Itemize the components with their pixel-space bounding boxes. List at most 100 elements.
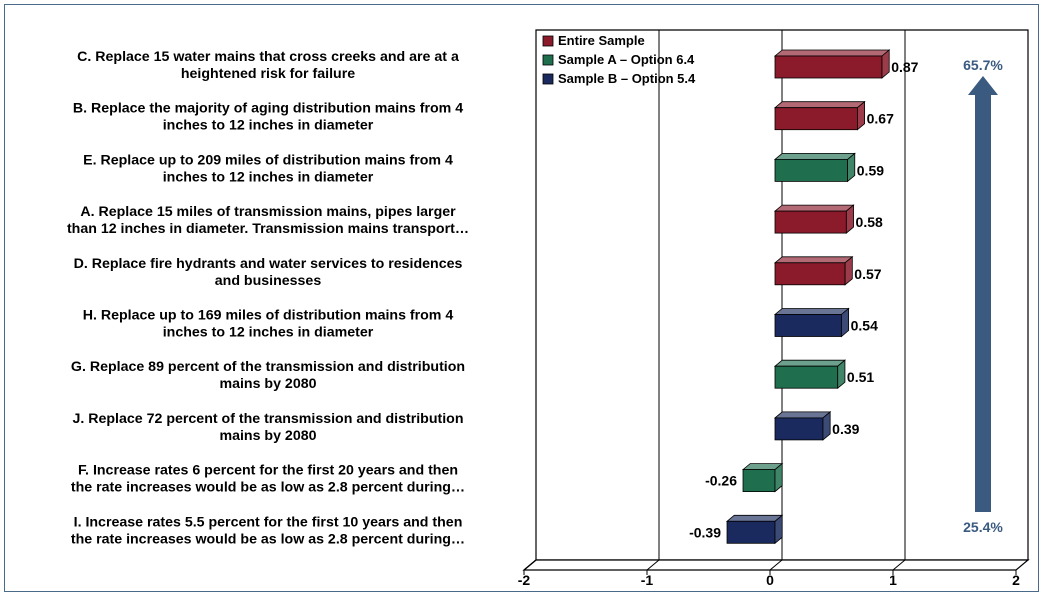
bar — [773, 152, 856, 183]
category-label: C. Replace 15 water mains that cross cre… — [77, 49, 459, 82]
x-tick-label: -1 — [641, 572, 654, 588]
bar-top-face — [773, 152, 856, 160]
chart-frame — [4, 4, 1039, 592]
legend-swatch — [542, 54, 554, 66]
category-label-line: D. Replace fire hydrants and water servi… — [74, 256, 463, 272]
bar-side-face — [881, 49, 890, 79]
category-label-line: inches to 12 inches in diameter — [163, 118, 374, 134]
bar-top-face — [773, 204, 855, 212]
category-label: I. Increase rates 5.5 percent for the fi… — [71, 514, 465, 547]
category-label-line: inches to 12 inches in diameter — [163, 169, 374, 185]
category-label: D. Replace fire hydrants and water servi… — [74, 256, 463, 289]
bars — [725, 49, 891, 545]
category-label-line: mains by 2080 — [219, 428, 316, 444]
up-arrow — [968, 76, 998, 512]
bar-front-face — [774, 158, 848, 182]
bar — [773, 307, 850, 338]
legend: Entire Sample Sample A – Option 6.4 Sample… — [542, 33, 696, 86]
category-label-line: H. Replace up to 169 miles of distributi… — [83, 308, 454, 324]
bar-front-face — [774, 107, 858, 131]
category-label: A. Replace 15 miles of transmission main… — [67, 204, 469, 237]
x-tick-label: 0 — [766, 572, 774, 588]
category-labels: C. Replace 15 water mains that cross cre… — [67, 49, 469, 547]
bar-top-face — [773, 101, 866, 109]
bar-side-face — [774, 514, 783, 545]
annotation: 65.7% 25.4% — [963, 57, 1003, 535]
bar-side-face — [822, 411, 831, 441]
category-label-line: J. Replace 72 percent of the transmissio… — [72, 411, 463, 427]
legend-swatch — [542, 73, 554, 85]
bar-front-face — [742, 469, 776, 493]
floor-gridline — [769, 559, 783, 571]
bar-top-face — [725, 514, 784, 522]
legend-label: Sample B – Option 5.4 — [558, 71, 696, 86]
top-percent: 65.7% — [963, 57, 1003, 73]
x-tick-label: 1 — [889, 572, 897, 588]
bar-front-face — [774, 314, 842, 337]
bar-side-face — [837, 359, 846, 390]
bar — [773, 100, 866, 131]
bar-front-face — [774, 55, 883, 79]
x-tick-label: 2 — [1012, 572, 1020, 588]
bar-side-face — [847, 152, 856, 183]
bar-top-face — [773, 359, 847, 367]
category-label-line: A. Replace 15 miles of transmission main… — [80, 204, 456, 220]
x-tick-labels: -2 -1 0 1 2 — [518, 570, 1020, 588]
bar-top-face — [773, 308, 850, 315]
bar-top-face — [773, 256, 854, 264]
bar-top-face — [773, 49, 891, 57]
floor-gridline — [892, 559, 906, 571]
bar-side-face — [841, 307, 850, 338]
value-label: 0.39 — [832, 421, 859, 437]
value-label: 0.51 — [847, 369, 874, 385]
category-label-line: than 12 inches in diameter. Transmission… — [67, 221, 469, 237]
legend-swatch — [542, 35, 554, 47]
category-label-line: B. Replace the majority of aging distrib… — [73, 101, 463, 117]
bar-side-face — [845, 204, 854, 234]
category-label-line: C. Replace 15 water mains that cross cre… — [77, 49, 459, 65]
category-label: E. Replace up to 209 miles of distributi… — [83, 152, 453, 185]
bar-side-face — [774, 462, 783, 493]
bar — [725, 514, 784, 545]
value-label: -0.39 — [689, 524, 721, 540]
x-tick-label: -2 — [518, 572, 531, 588]
value-label: 0.59 — [857, 162, 884, 178]
category-label-line: F. Increase rates 6 percent for the firs… — [78, 463, 458, 479]
bar — [773, 49, 891, 79]
category-label-line: the rate increases would be as low as 2.… — [71, 531, 465, 547]
category-label-line: heightened risk for failure — [181, 66, 355, 82]
category-label-line: inches to 12 inches in diameter — [163, 325, 374, 341]
bar — [773, 204, 855, 234]
value-label: 0.87 — [891, 59, 918, 75]
category-label: J. Replace 72 percent of the transmissio… — [72, 411, 463, 444]
bar — [773, 255, 854, 286]
bar-front-face — [774, 210, 847, 234]
category-label-line: G. Replace 89 percent of the transmissio… — [71, 359, 465, 375]
bar-front-face — [726, 520, 776, 544]
bar-front-face — [774, 365, 839, 389]
bar-side-face — [857, 100, 866, 131]
value-label: 0.67 — [867, 111, 894, 127]
bar — [741, 462, 784, 493]
floor-gridline — [646, 559, 660, 571]
floor-edge — [523, 559, 537, 571]
category-label-line: and businesses — [215, 273, 322, 289]
category-label: B. Replace the majority of aging distrib… — [73, 101, 463, 134]
legend-label: Entire Sample — [558, 33, 645, 48]
bar-front-face — [774, 417, 824, 441]
bar — [773, 411, 832, 441]
value-label: 0.58 — [856, 214, 883, 230]
category-label-line: mains by 2080 — [219, 376, 316, 392]
value-label: 0.54 — [851, 318, 878, 334]
bottom-percent: 25.4% — [963, 519, 1003, 535]
category-label: G. Replace 89 percent of the transmissio… — [71, 359, 465, 392]
bar-top-face — [773, 411, 832, 419]
category-label: F. Increase rates 6 percent for the firs… — [71, 463, 465, 496]
legend-label: Sample A – Option 6.4 — [558, 52, 695, 67]
value-label: -0.26 — [705, 473, 737, 489]
value-label: 0.57 — [854, 266, 881, 282]
category-label-line: E. Replace up to 209 miles of distributi… — [83, 152, 453, 168]
category-label-line: I. Increase rates 5.5 percent for the fi… — [74, 514, 463, 530]
bar-front-face — [774, 262, 846, 286]
